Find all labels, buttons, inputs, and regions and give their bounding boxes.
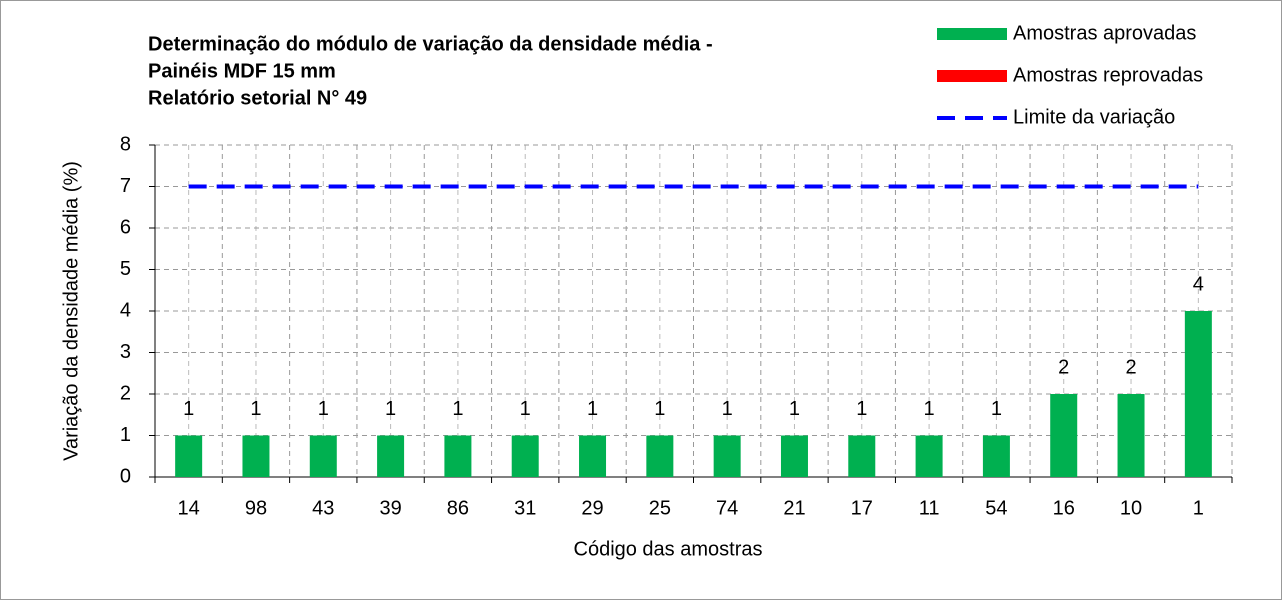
bar xyxy=(444,435,472,477)
legend-swatch xyxy=(937,28,1007,40)
x-tick-label: 98 xyxy=(245,497,267,519)
y-tick-label: 7 xyxy=(120,175,131,197)
data-label: 1 xyxy=(856,398,867,420)
bar xyxy=(175,435,203,477)
y-tick-label: 1 xyxy=(120,424,131,446)
x-tick-label: 29 xyxy=(581,497,603,519)
data-label: 1 xyxy=(250,398,261,420)
y-tick-label: 8 xyxy=(120,133,131,155)
x-tick-label: 86 xyxy=(447,497,469,519)
bar xyxy=(915,435,943,477)
data-label: 1 xyxy=(924,398,935,420)
data-label: 1 xyxy=(452,398,463,420)
x-tick-label: 21 xyxy=(783,497,805,519)
bar xyxy=(713,435,741,477)
data-label: 1 xyxy=(789,398,800,420)
bar xyxy=(511,435,539,477)
bar xyxy=(309,435,337,477)
bar xyxy=(1184,311,1212,477)
y-tick-label: 4 xyxy=(120,299,131,321)
y-tick-label: 2 xyxy=(120,382,131,404)
data-label: 1 xyxy=(587,398,598,420)
bar xyxy=(377,435,405,477)
x-tick-label: 31 xyxy=(514,497,536,519)
data-label: 1 xyxy=(722,398,733,420)
data-label: 1 xyxy=(520,398,531,420)
x-tick-label: 10 xyxy=(1120,497,1142,519)
x-tick-label: 11 xyxy=(919,497,940,519)
x-axis-label: Código das amostras xyxy=(574,538,763,560)
bar xyxy=(1050,394,1078,477)
bar xyxy=(982,435,1010,477)
x-tick-label: 74 xyxy=(716,497,738,519)
data-label: 1 xyxy=(991,398,1002,420)
y-tick-label: 5 xyxy=(120,258,131,280)
x-tick-label: 54 xyxy=(985,497,1007,519)
bar xyxy=(1117,394,1145,477)
x-tick-label: 1 xyxy=(1193,497,1204,519)
y-tick-label: 3 xyxy=(120,341,131,363)
bar xyxy=(848,435,876,477)
bar xyxy=(242,435,270,477)
y-tick-label: 6 xyxy=(120,216,131,238)
x-tick-label: 39 xyxy=(379,497,401,519)
chart-title: Relatório setorial N° 49 xyxy=(148,87,367,109)
bar xyxy=(780,435,808,477)
data-label: 1 xyxy=(183,398,194,420)
x-tick-label: 17 xyxy=(851,497,873,519)
x-tick-label: 16 xyxy=(1053,497,1075,519)
chart-title: Determinação do módulo de variação da de… xyxy=(148,33,713,55)
y-tick-label: 0 xyxy=(120,465,131,487)
legend-label: Amostras aprovadas xyxy=(1013,22,1196,44)
data-label: 1 xyxy=(654,398,665,420)
data-label: 2 xyxy=(1125,356,1136,378)
x-tick-label: 43 xyxy=(312,497,334,519)
data-label: 2 xyxy=(1058,356,1069,378)
x-tick-label: 14 xyxy=(178,497,200,519)
data-label: 4 xyxy=(1193,273,1204,295)
legend-label: Limite da variação xyxy=(1013,106,1175,128)
chart-title: Painéis MDF 15 mm xyxy=(148,60,336,82)
data-label: 1 xyxy=(385,398,396,420)
bar xyxy=(579,435,607,477)
data-label: 1 xyxy=(318,398,329,420)
legend-swatch xyxy=(937,70,1007,82)
x-tick-label: 25 xyxy=(649,497,671,519)
y-axis-label: Variação da densidade média (%) xyxy=(60,161,82,461)
bar xyxy=(646,435,674,477)
legend-label: Amostras reprovadas xyxy=(1013,64,1203,86)
